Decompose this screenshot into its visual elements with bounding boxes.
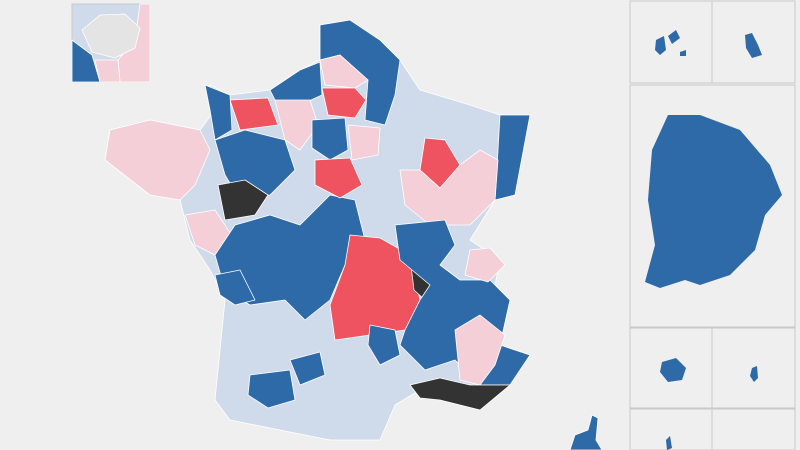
- department: [314, 157, 363, 199]
- department: [274, 99, 319, 151]
- department: [217, 179, 269, 221]
- department: [289, 351, 326, 386]
- department: [409, 377, 511, 411]
- mainland: [104, 19, 603, 450]
- department: [247, 369, 296, 409]
- department: [81, 13, 141, 59]
- department: [319, 54, 369, 89]
- department: [104, 119, 211, 201]
- department: [311, 117, 349, 161]
- department: [347, 124, 381, 161]
- department: [464, 247, 506, 283]
- department: [204, 84, 233, 141]
- guadeloupe: [655, 30, 686, 56]
- inset-frame: [711, 327, 796, 409]
- overseas-insets: [629, 0, 796, 450]
- martinique: [745, 33, 762, 58]
- inset-frame: [711, 408, 796, 450]
- paris-inset: [71, 3, 151, 83]
- island: [666, 436, 672, 450]
- guyane: [645, 115, 782, 288]
- reunion: [660, 358, 686, 382]
- department: [494, 114, 531, 201]
- mayotte: [750, 366, 758, 382]
- department: [454, 314, 506, 386]
- inset-frame: [711, 0, 796, 84]
- department: [94, 59, 121, 83]
- inset-frame: [629, 84, 796, 328]
- department: [569, 414, 603, 450]
- department: [399, 149, 499, 226]
- department: [367, 324, 401, 366]
- department: [321, 87, 367, 119]
- department: [214, 269, 256, 306]
- department: [229, 97, 279, 131]
